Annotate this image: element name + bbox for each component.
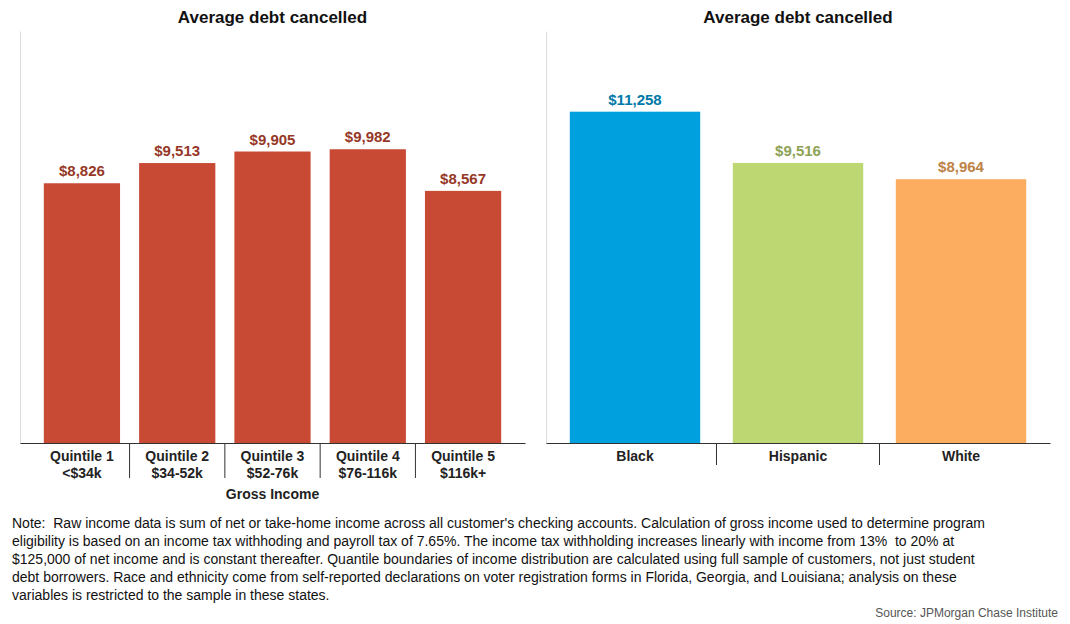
note-line: eligibility is based on an income tax wi…: [12, 533, 954, 549]
x-tick-label: Black: [616, 448, 654, 464]
x-tick: Quintile 2$34-52k: [145, 443, 209, 481]
chart-title: Average debt cancelled: [703, 8, 892, 27]
note-line: variables is restricted to the sample in…: [12, 587, 329, 603]
bar: [139, 163, 215, 443]
x-tick-label-line: $76-116k: [339, 465, 398, 481]
data-label: $8,964: [938, 158, 985, 175]
x-tick-label: Quintile 3$52-76k: [241, 448, 305, 481]
x-axis-line: [21, 443, 526, 444]
x-tick-label-line: Quintile 2: [145, 448, 209, 464]
x-tick-label-line: <$34k: [62, 465, 102, 481]
bar: [425, 191, 501, 443]
x-tick-label-line: Black: [616, 448, 654, 464]
x-axis-line: [547, 443, 1051, 444]
x-tick-label: Quintile 5$116k+: [431, 448, 495, 481]
note-line: Note: Raw income data is sum of net or t…: [12, 515, 985, 531]
x-tick: Quintile 5$116k+: [431, 443, 495, 481]
x-tick-label-line: $34-52k: [152, 465, 204, 481]
y-axis-line: [546, 32, 547, 444]
x-axis: Black Hispanic White: [547, 443, 1051, 464]
x-tick: White: [942, 443, 980, 464]
data-label: $9,982: [345, 128, 391, 145]
bar: [570, 112, 700, 443]
chart-panel: $11,258 $9,516 $8,964 Black Hispanic White Ave…: [547, 8, 1051, 465]
chart-page: $8,826 $9,513 $9,905 $9,982 $8,567 Quintile 1…: [0, 0, 1070, 624]
category-separator: [716, 443, 717, 465]
x-tick: Hispanic: [769, 443, 828, 464]
bar: [44, 183, 120, 443]
bars: [44, 149, 501, 443]
x-tick-label: White: [942, 448, 980, 464]
x-axis-title: Gross Income: [226, 486, 320, 502]
category-separator: [129, 443, 130, 478]
data-label: $9,905: [250, 131, 296, 148]
category-separator: [879, 443, 880, 465]
x-tick-label-line: Quintile 4: [336, 448, 400, 464]
x-tick-label-line: Quintile 3: [241, 448, 305, 464]
bar: [733, 163, 863, 443]
note: Note: Raw income data is sum of net or t…: [12, 515, 985, 603]
x-tick: Quintile 1<$34k: [50, 443, 114, 481]
x-tick-label-line: $52-76k: [247, 465, 299, 481]
category-separator: [415, 443, 416, 478]
x-tick-label-line: Quintile 5: [431, 448, 495, 464]
x-tick-label-line: $116k+: [440, 465, 486, 481]
x-tick-label-line: Quintile 1: [50, 448, 114, 464]
chart-title: Average debt cancelled: [178, 8, 367, 27]
x-tick-label: Hispanic: [769, 448, 828, 464]
source: Source: JPMorgan Chase Institute: [875, 606, 1058, 620]
bar: [330, 149, 406, 443]
x-tick: Black: [616, 443, 654, 464]
data-label: $11,258: [608, 91, 661, 108]
x-tick-label: Quintile 2$34-52k: [145, 448, 209, 481]
y-axis-line: [20, 32, 21, 444]
x-tick-label: Quintile 1<$34k: [50, 448, 114, 481]
chart-panel: $8,826 $9,513 $9,905 $9,982 $8,567 Quintile 1…: [21, 8, 526, 502]
x-tick: Quintile 4$76-116k: [336, 443, 400, 481]
note-line: debt borrowers. Race and ethnicity come …: [12, 569, 957, 585]
category-separator: [224, 443, 225, 478]
bars: [570, 112, 1026, 443]
x-axis: Quintile 1<$34kQuintile 2$34-52kQuintile…: [21, 443, 526, 481]
x-tick-label-line: Hispanic: [769, 448, 828, 464]
data-label: $8,826: [59, 162, 105, 179]
bar: [896, 179, 1026, 443]
x-tick-label: Quintile 4$76-116k: [336, 448, 400, 481]
y-axis: [546, 32, 547, 444]
x-tick-label-line: White: [942, 448, 980, 464]
data-label: $8,567: [440, 170, 486, 187]
category-separator: [320, 443, 321, 478]
bar: [234, 152, 310, 443]
y-axis: [20, 32, 21, 444]
x-tick: Quintile 3$52-76k: [241, 443, 305, 481]
data-label: $9,513: [154, 142, 200, 159]
note-line: $125,000 of net income and is constant t…: [12, 551, 975, 567]
data-label: $9,516: [775, 142, 821, 159]
